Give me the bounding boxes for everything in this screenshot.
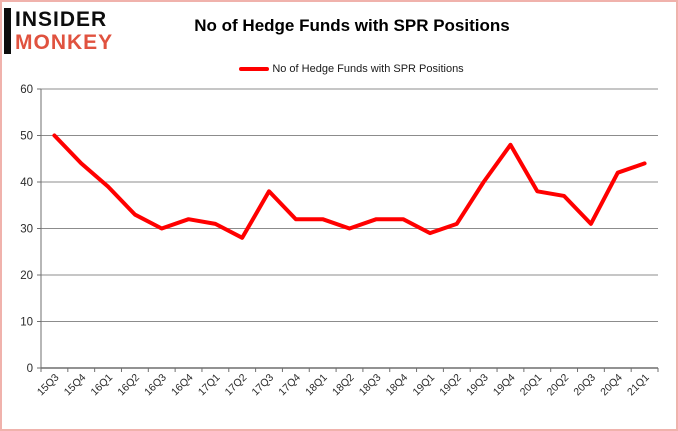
x-axis-label: 19Q4	[491, 372, 518, 399]
logo-bar	[4, 8, 11, 54]
y-axis-label: 50	[20, 131, 33, 143]
y-axis-label: 0	[27, 363, 33, 375]
x-axis-label: 20Q2	[545, 372, 572, 399]
x-axis-label: 18Q3	[357, 372, 384, 399]
y-axis-label: 30	[20, 224, 33, 236]
x-axis-label: 20Q4	[598, 372, 625, 399]
x-axis-label: 17Q3	[249, 372, 276, 399]
x-axis-label: 18Q1	[303, 372, 330, 399]
logo-text-insider: INSIDER	[15, 8, 108, 31]
legend-label: No of Hedge Funds with SPR Positions	[272, 63, 464, 75]
x-axis-label: 17Q1	[196, 372, 223, 399]
x-axis-label: 17Q4	[276, 372, 303, 399]
hedge-funds-series-line	[52, 133, 647, 240]
x-axis-label: 15Q4	[62, 372, 89, 399]
legend-line-swatch	[239, 67, 270, 71]
x-axis-label: 17Q2	[223, 372, 250, 399]
x-axis-label: 21Q1	[625, 372, 652, 399]
x-axis-label: 16Q1	[89, 372, 116, 399]
x-axis-label: 19Q2	[437, 372, 464, 399]
x-axis-label: 19Q1	[410, 372, 437, 399]
chart-title: No of Hedge Funds with SPR Positions	[194, 16, 510, 35]
insider-monkey-logo: INSIDER MONKEY	[4, 8, 113, 54]
x-axis-label: 15Q3	[35, 372, 62, 399]
logo-text-monkey: MONKEY	[15, 31, 114, 54]
x-axis-label: 16Q4	[169, 372, 196, 399]
y-axis-label: 60	[20, 84, 33, 96]
x-axis-label: 19Q3	[464, 372, 491, 399]
x-axis-label: 20Q1	[518, 372, 545, 399]
y-axis-label: 40	[20, 177, 33, 189]
x-axis-label: 16Q2	[115, 372, 142, 399]
x-axis-label: 16Q3	[142, 372, 169, 399]
x-axis-label: 18Q2	[330, 372, 357, 399]
chart-legend: No of Hedge Funds with SPR Positions	[43, 62, 660, 76]
y-axis-label: 10	[20, 317, 33, 329]
y-axis-label: 20	[20, 270, 33, 282]
x-axis-label: 18Q4	[384, 372, 411, 399]
x-axis-label: 20Q3	[571, 372, 598, 399]
